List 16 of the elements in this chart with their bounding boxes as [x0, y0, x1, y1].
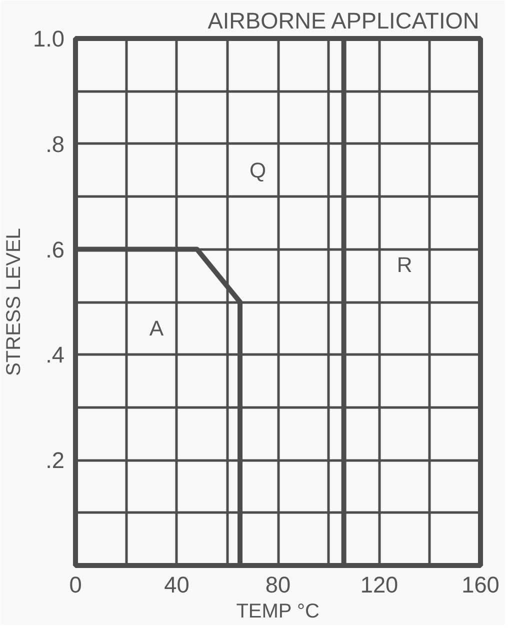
- y-axis-title: STRESS LEVEL: [3, 228, 26, 376]
- x-tick-label: 120: [360, 572, 398, 598]
- y-tick-label: 1.0: [33, 26, 65, 52]
- y-tick-label: .6: [46, 236, 65, 262]
- x-tick-label: 0: [69, 572, 82, 598]
- y-tick-label: .8: [46, 130, 65, 157]
- x-tick-label: 80: [265, 572, 291, 598]
- x-tick-label: 160: [462, 572, 500, 598]
- x-tick-label: 40: [164, 572, 190, 598]
- y-tick-label: .4: [46, 342, 65, 368]
- annotation: A: [149, 316, 164, 340]
- x-axis-title: TEMP °C: [236, 600, 320, 622]
- chart-title: AIRBORNE APPLICATION: [208, 8, 480, 34]
- y-tick-label: .2: [46, 447, 65, 474]
- annotation: R: [396, 253, 412, 278]
- annotation: Q: [249, 158, 266, 182]
